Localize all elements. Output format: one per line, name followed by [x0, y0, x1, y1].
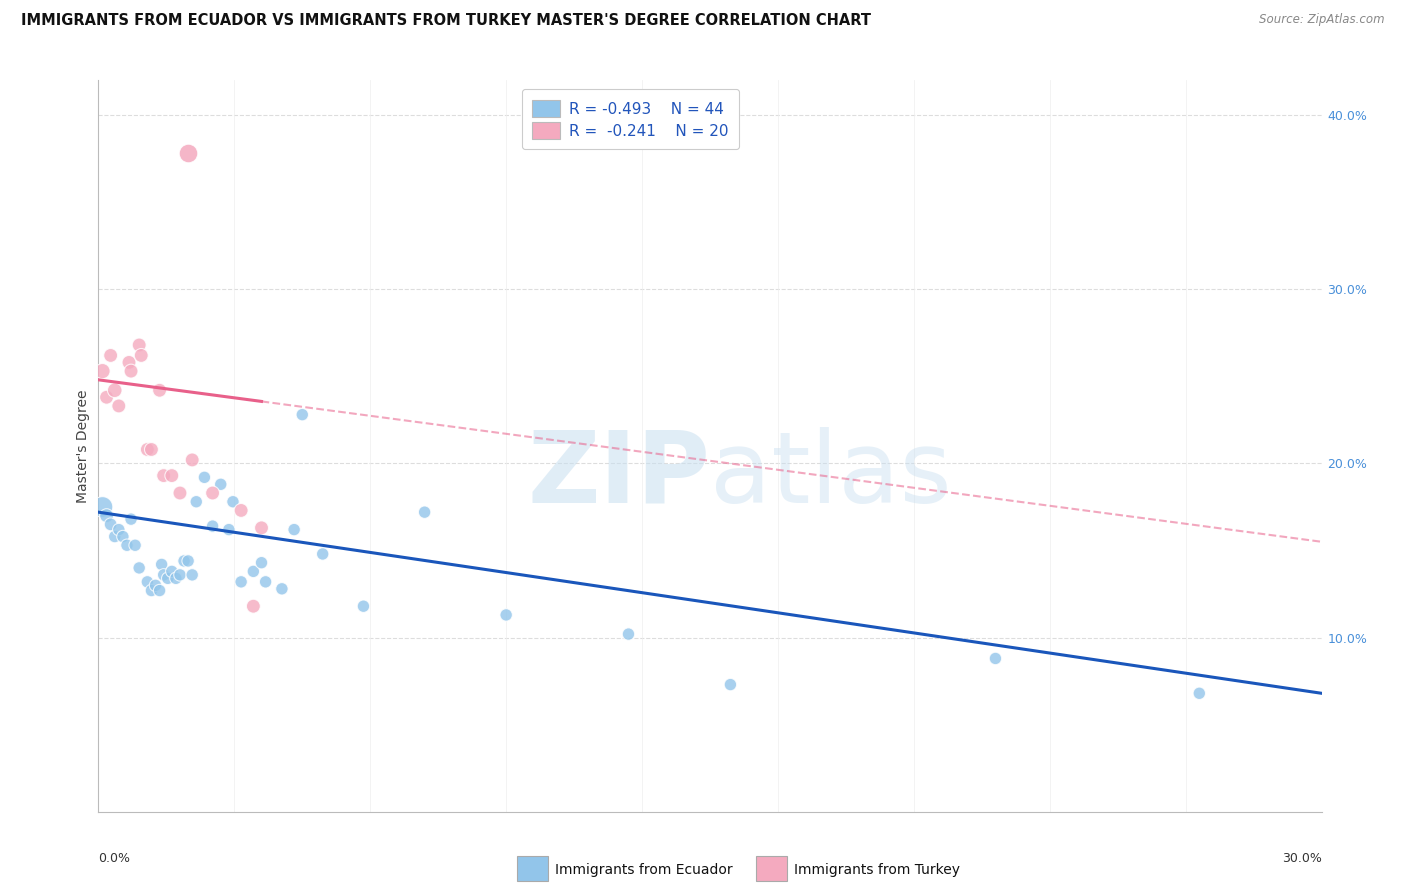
Point — [91, 500, 114, 514]
Point — [413, 505, 436, 519]
Point — [617, 627, 640, 641]
Point — [152, 468, 174, 483]
Point — [160, 565, 183, 579]
Point — [169, 567, 191, 582]
Point — [231, 503, 253, 517]
Point — [120, 512, 142, 526]
Point — [193, 470, 215, 484]
Point — [177, 554, 200, 568]
Text: Immigrants from Ecuador: Immigrants from Ecuador — [555, 863, 733, 877]
Point — [209, 477, 232, 491]
Text: Source: ZipAtlas.com: Source: ZipAtlas.com — [1260, 13, 1385, 27]
Text: 0.0%: 0.0% — [98, 852, 131, 865]
Y-axis label: Master's Degree: Master's Degree — [76, 389, 90, 503]
Point — [250, 521, 273, 535]
Point — [270, 582, 294, 596]
Point — [115, 538, 138, 552]
Point — [173, 554, 195, 568]
Text: atlas: atlas — [710, 426, 952, 524]
Point — [201, 519, 224, 533]
Point — [118, 355, 141, 369]
Point — [242, 599, 264, 614]
Text: Immigrants from Turkey: Immigrants from Turkey — [794, 863, 960, 877]
Point — [129, 348, 152, 362]
Point — [495, 607, 517, 622]
Point — [128, 338, 150, 352]
Point — [145, 578, 167, 592]
Point — [141, 583, 163, 598]
Point — [149, 583, 172, 598]
Point — [91, 364, 114, 378]
Point — [96, 508, 118, 523]
Point — [156, 571, 179, 585]
Point — [100, 517, 122, 532]
Point — [141, 442, 163, 457]
Point — [177, 146, 200, 161]
Point — [222, 494, 245, 508]
Point — [136, 574, 159, 589]
Point — [120, 364, 142, 378]
Point — [720, 677, 742, 691]
Point — [165, 571, 187, 585]
Point — [150, 558, 173, 572]
Point — [108, 399, 131, 413]
Text: IMMIGRANTS FROM ECUADOR VS IMMIGRANTS FROM TURKEY MASTER'S DEGREE CORRELATION CH: IMMIGRANTS FROM ECUADOR VS IMMIGRANTS FR… — [21, 13, 872, 29]
Point — [108, 523, 131, 537]
Point — [218, 523, 240, 537]
Point — [104, 530, 127, 544]
Point — [312, 547, 335, 561]
Point — [291, 408, 314, 422]
Point — [100, 348, 122, 362]
Point — [104, 384, 127, 398]
Point — [149, 384, 172, 398]
Point — [250, 556, 273, 570]
Point — [1188, 686, 1211, 700]
Point — [160, 468, 183, 483]
Point — [201, 486, 224, 500]
Point — [231, 574, 253, 589]
Point — [181, 567, 204, 582]
Point — [136, 442, 159, 457]
Point — [984, 651, 1007, 665]
Text: ZIP: ZIP — [527, 426, 710, 524]
Point — [96, 390, 118, 404]
Point — [242, 565, 264, 579]
Point — [111, 530, 134, 544]
Point — [169, 486, 191, 500]
Point — [352, 599, 374, 614]
Point — [181, 453, 204, 467]
Point — [254, 574, 277, 589]
Point — [128, 561, 150, 575]
Point — [283, 523, 305, 537]
Point — [186, 494, 208, 508]
Legend: R = -0.493    N = 44, R =  -0.241    N = 20: R = -0.493 N = 44, R = -0.241 N = 20 — [522, 89, 740, 150]
Text: 30.0%: 30.0% — [1282, 852, 1322, 865]
Point — [124, 538, 146, 552]
Point — [152, 567, 174, 582]
